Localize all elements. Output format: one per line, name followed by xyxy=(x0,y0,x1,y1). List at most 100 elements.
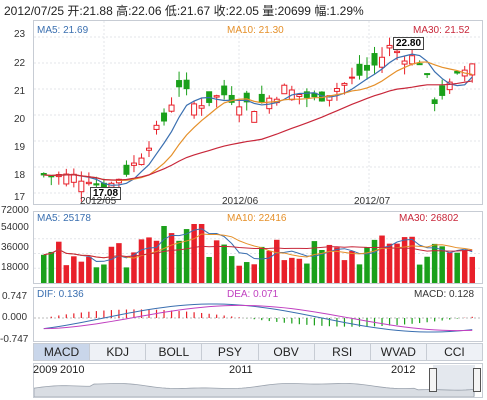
vol-y-tick: 18000 xyxy=(1,262,29,273)
candle-body xyxy=(138,157,145,166)
volume-bar xyxy=(409,236,415,283)
vol-y-tick: 72000 xyxy=(1,205,29,216)
vol-y-tick: 54000 xyxy=(1,222,29,233)
volume-bar xyxy=(228,256,235,283)
dea-line xyxy=(43,304,473,332)
candle-body xyxy=(198,105,205,109)
volume-bar xyxy=(123,267,130,283)
volume-bar xyxy=(386,243,393,283)
volume-bar xyxy=(78,261,85,283)
candle-body xyxy=(146,147,152,151)
volume-bar xyxy=(274,239,280,283)
volume-bar xyxy=(416,264,423,283)
volume-bar xyxy=(236,265,242,283)
candle-body xyxy=(296,93,303,97)
volume-bar xyxy=(296,258,303,283)
ma30-line xyxy=(43,80,473,181)
volume-bar xyxy=(191,224,197,283)
volume-chart-panel[interactable]: MA5: 25178 MA10: 22416 MA30: 26802 xyxy=(33,211,483,284)
ma5-line xyxy=(43,53,473,186)
volume-bar xyxy=(101,264,107,283)
volume-bar xyxy=(311,241,318,283)
volume-bar xyxy=(176,240,182,283)
volume-bar xyxy=(116,243,122,283)
candle-body xyxy=(236,106,243,116)
navigator-year: 2011 xyxy=(229,364,253,376)
price-y-tick: 23 xyxy=(14,29,26,40)
macd-legend: MACD: 0.128 xyxy=(414,289,475,300)
candle-body xyxy=(364,64,370,71)
volume-bar xyxy=(319,249,325,283)
candle-body xyxy=(115,178,122,184)
tab-psy[interactable]: PSY xyxy=(202,344,259,360)
candle-body xyxy=(130,162,137,166)
volume-bar xyxy=(379,235,385,283)
candle-body xyxy=(123,164,130,175)
volume-bar xyxy=(108,246,115,283)
navigator-year: 2012 xyxy=(391,364,416,376)
price-chart-panel[interactable]: MA5: 21.69 MA10: 21.30 MA30: 21.52 22.80… xyxy=(33,20,483,207)
tab-wvad[interactable]: WVAD xyxy=(371,344,427,360)
candle-body xyxy=(454,70,461,74)
dif-legend: DIF: 0.136 xyxy=(37,289,84,300)
candle-body xyxy=(85,181,92,185)
x-label-july: 2012/07 xyxy=(354,196,391,207)
candle-body xyxy=(168,104,175,112)
volume-bar xyxy=(349,250,355,283)
navigator-left-handle[interactable] xyxy=(429,368,437,392)
volume-bar xyxy=(401,237,408,283)
price-y-tick: 19 xyxy=(14,142,26,153)
volume-bar xyxy=(341,260,348,283)
macd-y-tick: 0.747 xyxy=(2,291,28,302)
vol-y-tick: 36000 xyxy=(1,242,29,253)
candle-body xyxy=(401,60,408,65)
dif-line xyxy=(43,303,473,333)
volume-bar xyxy=(56,241,62,283)
volume-bar xyxy=(131,252,137,283)
navigator-year: 2010 xyxy=(60,364,85,376)
quote-close: 收:22.05 xyxy=(213,4,259,18)
volume-bar xyxy=(168,233,175,283)
navigator-right-handle[interactable] xyxy=(473,368,481,392)
candle-body xyxy=(341,82,348,86)
macd-chart-panel[interactable]: DIF: 0.136 DEA: 0.071 MACD: 0.128 xyxy=(33,287,483,342)
volume-bar xyxy=(41,254,47,283)
macd-indicator-chart[interactable] xyxy=(34,288,482,341)
vol-ma30-legend: MA30: 26802 xyxy=(399,213,459,224)
quote-header: 2012/07/25 开:21.88 高:22.06 低:21.67 收:22.… xyxy=(4,2,364,19)
volume-bar xyxy=(71,256,77,283)
volume-bar xyxy=(153,240,160,283)
candle-body xyxy=(78,180,85,193)
volume-bar xyxy=(251,264,257,283)
volume-bar xyxy=(206,256,212,283)
volume-bar xyxy=(48,251,55,283)
vol-ma10-legend: MA10: 22416 xyxy=(227,213,287,224)
volume-bar xyxy=(63,265,70,283)
candle-body xyxy=(213,95,220,98)
tab-macd[interactable]: MACD xyxy=(34,344,91,360)
volume-bar xyxy=(454,252,460,283)
volume-bar xyxy=(138,239,145,283)
volume-bar xyxy=(213,240,220,283)
tab-boll[interactable]: BOLL xyxy=(146,344,203,360)
ma5-legend: MA5: 21.69 xyxy=(37,25,89,36)
tab-obv[interactable]: OBV xyxy=(259,344,315,360)
tab-rsi[interactable]: RSI xyxy=(315,344,371,360)
candle-body xyxy=(228,94,235,103)
volume-bar xyxy=(326,244,333,283)
tab-kdj[interactable]: KDJ xyxy=(90,344,147,360)
volume-bar xyxy=(266,250,273,283)
ma30-legend: MA30: 21.52 xyxy=(413,25,470,36)
candle-body xyxy=(379,56,386,68)
volume-bar xyxy=(446,252,453,283)
candle-body xyxy=(258,93,265,103)
tab-cci[interactable]: CCI xyxy=(444,345,465,359)
macd-y-tick: -0.747 xyxy=(0,334,29,345)
candle-body xyxy=(191,103,198,116)
candle-body xyxy=(439,85,446,96)
time-range-navigator[interactable]: 2009 2010 2011 2012 xyxy=(33,363,483,398)
candlestick-chart[interactable] xyxy=(34,21,482,204)
volume-bar xyxy=(304,263,310,283)
volume-bars-chart[interactable] xyxy=(34,212,482,283)
x-label-may: 2012/05 xyxy=(80,196,117,207)
